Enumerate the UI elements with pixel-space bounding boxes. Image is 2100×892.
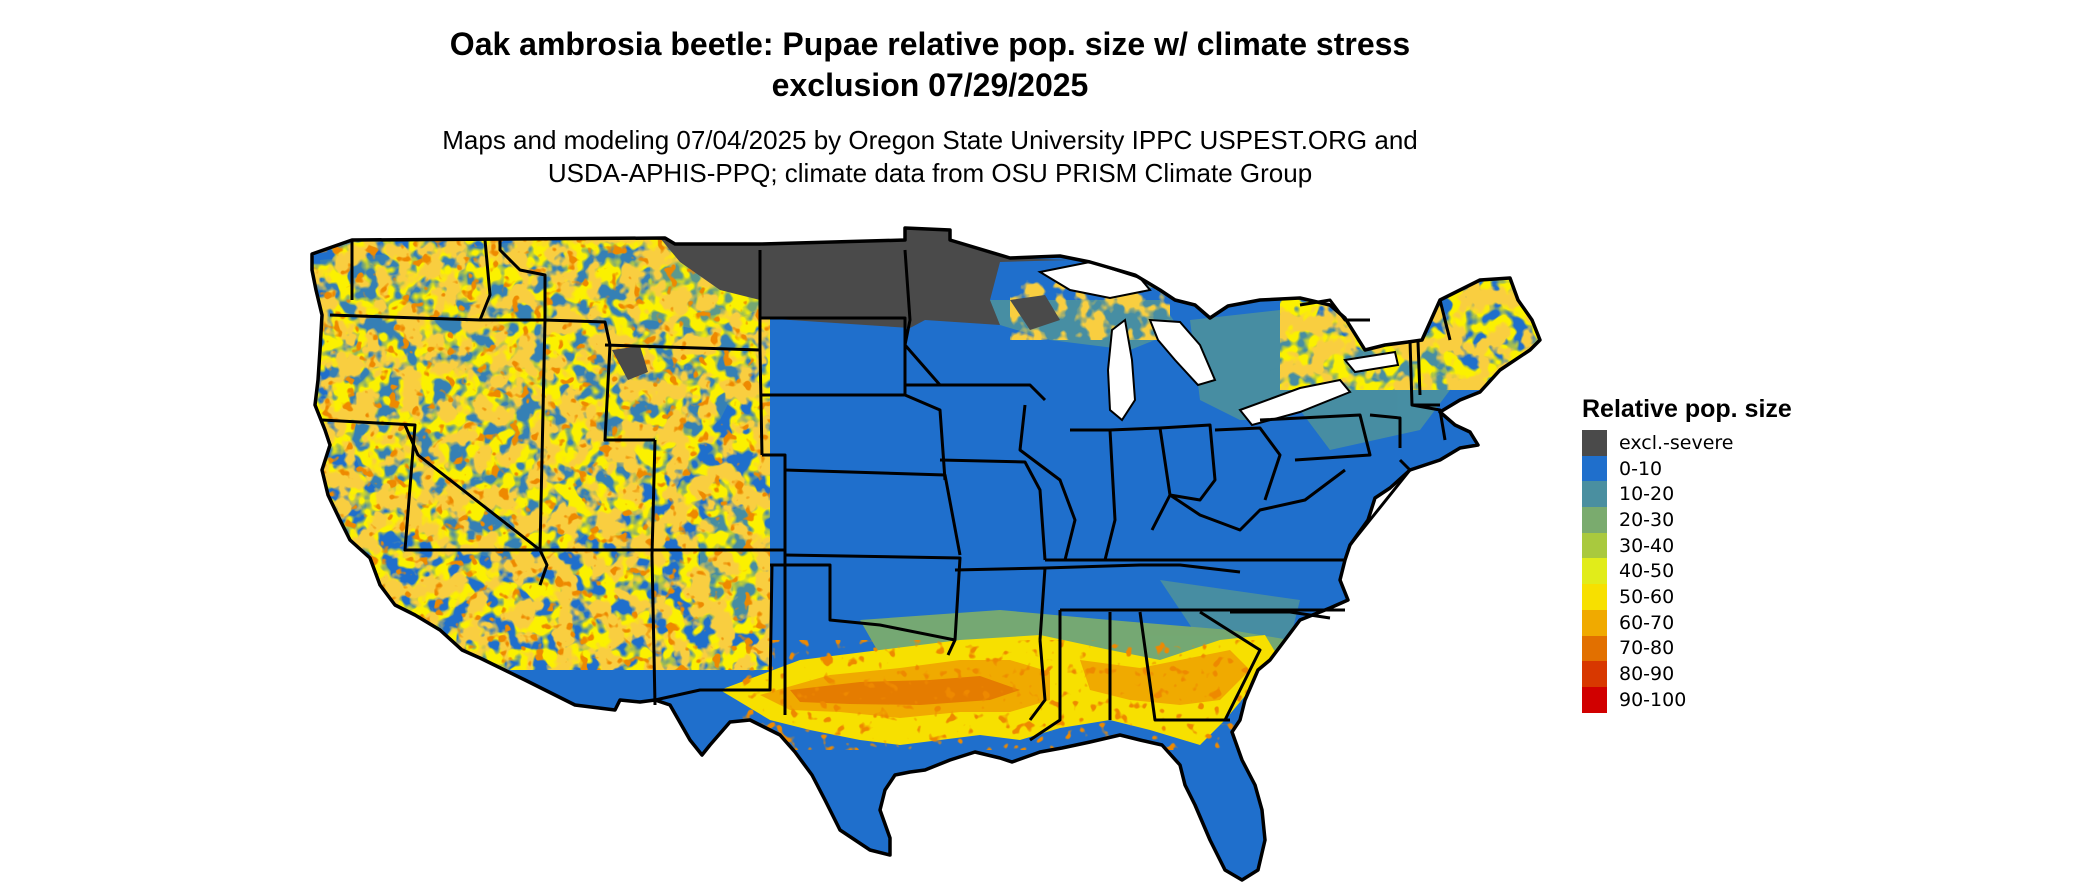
map-title-line-2: exclusion 07/29/2025 [771, 67, 1089, 103]
map-subtitle-line-1: Maps and modeling 07/04/2025 by Oregon S… [442, 125, 1418, 155]
south-mosaic [740, 640, 1280, 750]
legend-title: Relative pop. size [1582, 395, 1792, 423]
legend-label: 0-10 [1619, 457, 1663, 480]
legend-swatch [1582, 635, 1607, 662]
exclusion-zones [612, 228, 1070, 380]
legend-item: 40-50 [1582, 558, 1792, 585]
map-subtitle-line-2: USDA-APHIS-PPQ; climate data from OSU PR… [547, 158, 1313, 188]
legend: Relative pop. size excl.-severe 0-10 10-20… [1582, 394, 1792, 713]
state-boundaries [321, 239, 1452, 742]
legend-label: excl.-severe [1619, 431, 1734, 454]
legend-item: excl.-severe [1582, 430, 1792, 456]
legend-item: 50-60 [1582, 584, 1792, 610]
legend-items: excl.-severe 0-10 10-20 20-30 30-40 40-50 50-6… [1582, 430, 1792, 713]
legend-label: 40-50 [1619, 560, 1675, 583]
legend-swatch [1582, 481, 1607, 508]
map-title: Oak ambrosia beetle: Pupae relative pop.… [300, 24, 1560, 106]
legend-item: 80-90 [1582, 661, 1792, 687]
legend-item: 0-10 [1582, 455, 1792, 482]
legend-swatch [1582, 532, 1607, 559]
legend-item: 90-100 [1582, 686, 1792, 713]
legend-swatch [1582, 507, 1607, 533]
legend-swatch [1582, 584, 1607, 610]
legend-item: 70-80 [1582, 635, 1792, 662]
legend-label: 60-70 [1619, 611, 1675, 634]
legend-label: 80-90 [1619, 663, 1675, 686]
great-lakes [1037, 260, 1400, 427]
legend-item: 10-20 [1582, 481, 1792, 508]
legend-swatch [1582, 686, 1607, 713]
legend-item: 60-70 [1582, 609, 1792, 636]
legend-item: 20-30 [1582, 507, 1792, 533]
legend-label: 20-30 [1619, 508, 1675, 531]
map-title-line-1: Oak ambrosia beetle: Pupae relative pop.… [449, 26, 1411, 62]
legend-label: 10-20 [1619, 483, 1675, 506]
legend-label: 70-80 [1619, 637, 1675, 660]
legend-label: 50-60 [1619, 585, 1675, 608]
legend-swatch [1582, 609, 1607, 636]
legend-label: 90-100 [1619, 688, 1687, 711]
map-subtitle: Maps and modeling 07/04/2025 by Oregon S… [300, 124, 1560, 190]
legend-swatch [1582, 661, 1607, 687]
western-mosaic [312, 230, 770, 670]
legend-swatch [1582, 558, 1607, 585]
legend-swatch [1582, 455, 1607, 482]
legend-swatch [1582, 430, 1607, 456]
legend-label: 30-40 [1619, 534, 1675, 557]
legend-item: 30-40 [1582, 532, 1792, 559]
